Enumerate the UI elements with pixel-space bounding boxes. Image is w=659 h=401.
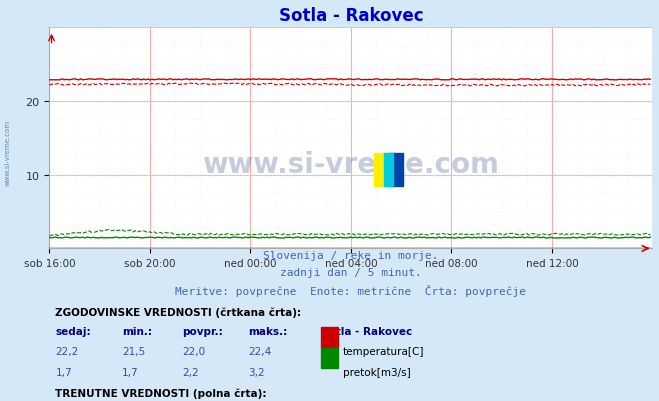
Text: 21,5: 21,5 <box>122 346 145 356</box>
Text: 1,7: 1,7 <box>122 367 138 377</box>
Text: Slovenija / reke in morje.: Slovenija / reke in morje. <box>263 250 439 260</box>
Text: 1,7: 1,7 <box>55 367 72 377</box>
Polygon shape <box>384 153 393 186</box>
Text: temperatura[C]: temperatura[C] <box>343 346 424 356</box>
Bar <box>321 327 337 347</box>
Text: zadnji dan / 5 minut.: zadnji dan / 5 minut. <box>280 267 422 277</box>
Text: maks.:: maks.: <box>248 326 288 336</box>
Text: www.si-vreme.com: www.si-vreme.com <box>5 119 11 185</box>
Text: pretok[m3/s]: pretok[m3/s] <box>343 367 411 377</box>
Text: Sotla - Rakovec: Sotla - Rakovec <box>321 326 412 336</box>
Text: www.si-vreme.com: www.si-vreme.com <box>202 151 500 179</box>
Text: Meritve: povprečne  Enote: metrične  Črta: povprečje: Meritve: povprečne Enote: metrične Črta:… <box>175 284 527 296</box>
Text: sedaj:: sedaj: <box>55 326 91 336</box>
Text: 3,2: 3,2 <box>248 367 265 377</box>
Text: povpr.:: povpr.: <box>182 326 223 336</box>
Text: 22,0: 22,0 <box>182 346 205 356</box>
Text: 22,2: 22,2 <box>55 346 78 356</box>
Text: min.:: min.: <box>122 326 152 336</box>
Bar <box>321 348 337 368</box>
Text: 22,4: 22,4 <box>248 346 272 356</box>
Text: TRENUTNE VREDNOSTI (polna črta):: TRENUTNE VREDNOSTI (polna črta): <box>55 387 267 398</box>
Title: Sotla - Rakovec: Sotla - Rakovec <box>279 7 423 25</box>
Text: 2,2: 2,2 <box>182 367 199 377</box>
Text: ZGODOVINSKE VREDNOSTI (črtkana črta):: ZGODOVINSKE VREDNOSTI (črtkana črta): <box>55 307 302 317</box>
